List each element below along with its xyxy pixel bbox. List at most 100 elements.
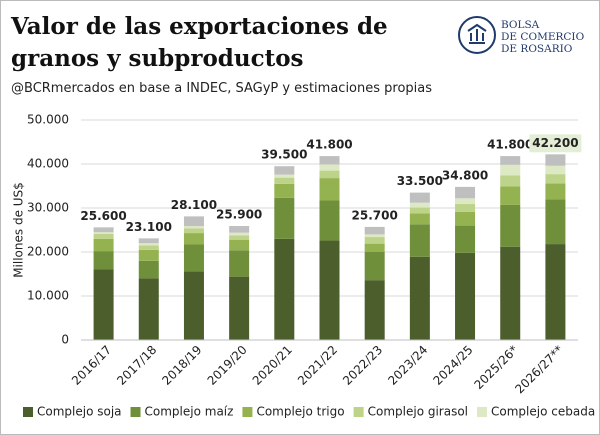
y-tick-label: 20.000 (27, 245, 69, 259)
bar-segment (500, 204, 521, 247)
bar-segment (93, 233, 114, 239)
bar-segment (455, 211, 476, 226)
legend-label: Complejo maíz (145, 405, 234, 419)
legend-swatch (130, 407, 141, 417)
x-tick-label: 2017/18 (114, 343, 159, 388)
bar-segment (138, 238, 159, 244)
y-tick-label: 10.000 (27, 289, 69, 303)
logo-line: DE COMERCIO (501, 31, 585, 43)
bar-segment (455, 198, 476, 205)
bar-segment (93, 232, 114, 234)
legend-swatch (477, 407, 488, 417)
bar-segment (274, 174, 295, 178)
total-label: 34.800 (442, 168, 488, 182)
bar-segment (545, 244, 566, 340)
bar-segment (183, 233, 204, 245)
total-label: 25.700 (352, 208, 398, 222)
bar-segment (500, 246, 521, 340)
bar-segment (229, 235, 250, 240)
total-label: 25.900 (216, 208, 262, 222)
bar-segment (93, 269, 114, 340)
bar-segment (319, 200, 340, 241)
bar-segment (319, 156, 340, 165)
total-label: 33.500 (397, 174, 443, 188)
bar-segment (364, 226, 385, 235)
bar-segment (500, 175, 521, 187)
legend-label: Complejo cebada (491, 405, 595, 419)
total-label: 39.500 (261, 148, 307, 162)
bar-segment (274, 166, 295, 175)
bar-segment (455, 204, 476, 212)
bar-segment (409, 224, 430, 257)
x-tick-label: 2019/20 (205, 343, 250, 388)
bar-segment (138, 243, 159, 246)
bar-segment (138, 249, 159, 261)
x-tick-label: 2020/21 (250, 343, 295, 388)
bar-segment (93, 227, 114, 233)
bar-segment (229, 239, 250, 251)
bar-segment (364, 234, 385, 238)
legend-swatch (23, 407, 33, 417)
bar-segment (183, 226, 204, 229)
logo-line: DE ROSARIO (501, 43, 573, 55)
bar-segment (455, 252, 476, 340)
total-label: 23.100 (126, 220, 172, 234)
y-tick-label: 50.000 (27, 113, 69, 127)
bar-segment (183, 228, 204, 234)
total-label: 41.800 (306, 138, 352, 152)
logo-text: BOLSA DE COMERCIO DE ROSARIO (501, 19, 584, 55)
bar-segment (545, 199, 566, 245)
bar-segment (500, 186, 521, 205)
logo-emblem (458, 16, 496, 54)
subtitle: @BCRmercados en base a INDEC, SAGyP y es… (11, 81, 433, 96)
x-tick-label: 2026/27** (512, 343, 566, 397)
x-tick-label: 2016/17 (69, 343, 114, 388)
bar-segment (545, 174, 566, 184)
bar-segment (409, 213, 430, 225)
title: Valor de las exportaciones de granos y s… (11, 13, 388, 72)
y-tick-label: 0 (61, 333, 69, 347)
x-tick-label: 2024/25 (430, 343, 475, 388)
bar-segment (274, 197, 295, 239)
logo-line: BOLSA (501, 19, 540, 31)
bar-segment (364, 280, 385, 340)
total-label: 41.800 (487, 138, 533, 152)
bar-segment (409, 256, 430, 340)
bar-segment (545, 165, 566, 175)
bar-segment (183, 271, 204, 340)
legend-label: Complejo trigo (256, 405, 344, 419)
legend-label: Complejo soja (37, 405, 122, 419)
bar-segment (138, 278, 159, 340)
bar-segment (545, 154, 566, 166)
bar-segment (364, 252, 385, 281)
x-tick-label: 2022/23 (340, 343, 385, 388)
bar-segment (93, 251, 114, 270)
bar-segment (409, 202, 430, 208)
total-highlight (529, 134, 582, 153)
bar-segment (138, 245, 159, 250)
legend-label: Complejo girasol (368, 405, 468, 419)
bar-segment (319, 164, 340, 171)
bar-segment (545, 183, 566, 200)
bar-segment (364, 237, 385, 244)
y-tick-label: 30.000 (27, 201, 69, 215)
bar-segment (500, 156, 521, 165)
bar-segment (229, 232, 250, 236)
bar-segment (274, 238, 295, 340)
x-tick-label: 2021/22 (295, 343, 340, 388)
legend-swatch (242, 407, 253, 417)
x-tick-label: 2023/24 (385, 343, 430, 388)
bar-segment (409, 192, 430, 203)
bar-segment (500, 164, 521, 176)
x-tick-label: 2018/19 (159, 343, 204, 388)
bar-segment (229, 250, 250, 277)
bar-segment (409, 207, 430, 214)
bar-segment (183, 244, 204, 272)
bar-segment (319, 240, 340, 340)
bar-segment (319, 178, 340, 201)
bar-segment (274, 177, 295, 184)
y-axis-title: Millones de US$ (12, 182, 26, 278)
total-label: 28.100 (171, 198, 217, 212)
